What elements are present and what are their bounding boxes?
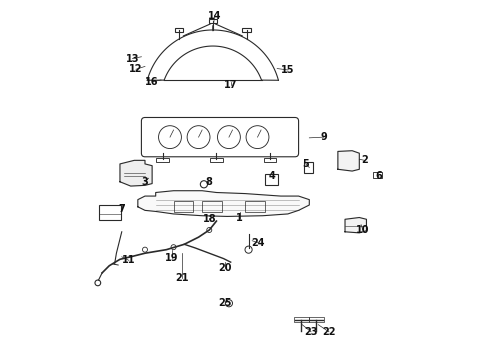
- Text: 16: 16: [146, 77, 159, 87]
- Text: 24: 24: [251, 238, 264, 248]
- Text: 22: 22: [322, 327, 336, 337]
- Bar: [174, 28, 183, 32]
- Text: 1: 1: [236, 212, 243, 222]
- Text: 12: 12: [129, 64, 143, 74]
- Bar: [309, 317, 324, 322]
- Text: 4: 4: [269, 171, 275, 181]
- Bar: [304, 162, 313, 173]
- Bar: [243, 28, 251, 32]
- Text: 5: 5: [302, 159, 309, 169]
- Bar: [98, 205, 121, 220]
- Bar: [245, 202, 265, 212]
- Bar: [173, 202, 193, 212]
- Polygon shape: [345, 217, 367, 233]
- Text: 7: 7: [119, 203, 125, 213]
- Bar: [264, 158, 276, 162]
- Bar: [373, 172, 382, 178]
- Bar: [265, 174, 278, 185]
- Text: 2: 2: [361, 156, 368, 165]
- Text: 15: 15: [281, 65, 294, 75]
- Bar: [209, 18, 217, 23]
- Text: 6: 6: [375, 171, 382, 181]
- Text: 20: 20: [219, 262, 232, 273]
- Text: 23: 23: [304, 327, 318, 337]
- Text: 18: 18: [202, 214, 216, 224]
- Bar: [294, 317, 309, 322]
- Polygon shape: [138, 191, 309, 216]
- Text: 25: 25: [219, 298, 232, 308]
- Text: 13: 13: [126, 54, 139, 64]
- Bar: [210, 158, 223, 162]
- Bar: [156, 158, 169, 162]
- Text: 21: 21: [176, 273, 189, 283]
- Polygon shape: [338, 151, 359, 171]
- Bar: [202, 202, 222, 212]
- Text: 17: 17: [224, 80, 238, 90]
- Text: 11: 11: [122, 255, 136, 265]
- Text: 9: 9: [320, 132, 327, 142]
- Text: 19: 19: [165, 253, 178, 263]
- Text: 3: 3: [142, 177, 148, 187]
- Text: 10: 10: [356, 225, 369, 235]
- Text: 14: 14: [208, 11, 221, 21]
- Polygon shape: [120, 160, 152, 186]
- Text: 8: 8: [206, 177, 213, 187]
